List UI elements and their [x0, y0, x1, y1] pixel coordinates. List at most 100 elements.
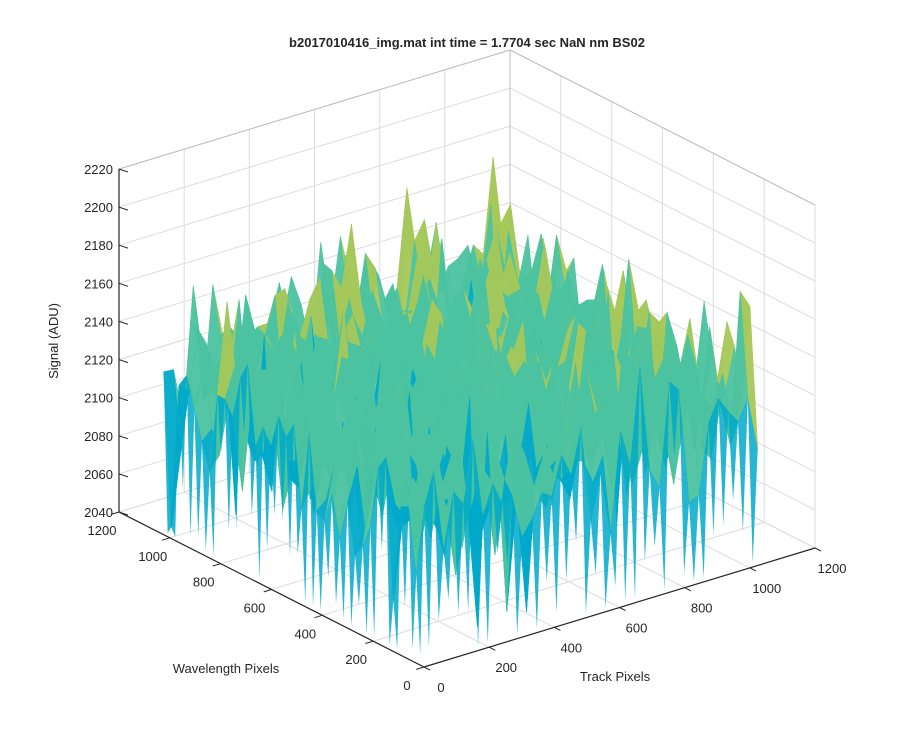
surface-spike [355, 545, 363, 605]
z-tick-mark [118, 397, 129, 402]
surface-spike [689, 495, 699, 582]
y-tick-label: 600 [244, 601, 266, 616]
surface-spike [316, 511, 325, 611]
surface-spike [202, 441, 210, 552]
x-tick-mark [749, 567, 757, 572]
surface-spike [659, 381, 670, 590]
surface-spike [600, 472, 611, 608]
surface-spike [270, 415, 279, 515]
surface-spike [247, 363, 256, 517]
x-tick-mark [619, 607, 626, 612]
surface-spike [255, 426, 264, 580]
surface-spike [393, 506, 401, 650]
surface-spike [590, 472, 601, 575]
surface-spike [473, 437, 483, 647]
y-tick-mark [111, 511, 120, 515]
surface-spike [286, 423, 294, 557]
z-tick-mark [118, 206, 129, 211]
surface-spike [217, 394, 225, 453]
z-tick-label: 2200 [84, 200, 113, 215]
surface-spike [401, 506, 409, 607]
x-tick-label: 800 [691, 601, 713, 616]
y-axis-label: Wavelength Pixels [173, 661, 280, 676]
box-edge [118, 49, 511, 170]
surface-spike [225, 398, 233, 531]
z-tick-label: 2100 [84, 391, 113, 406]
y-tick-mark [416, 666, 425, 670]
surface-spike [332, 493, 340, 605]
surface-spike [453, 491, 464, 613]
surface-spike [541, 492, 552, 582]
surface-spike [718, 397, 729, 526]
x-tick-label: 600 [626, 621, 648, 636]
axes [111, 168, 822, 671]
surface-spike [669, 381, 680, 457]
y-tick-label: 200 [345, 652, 367, 667]
surface-spike [630, 363, 640, 599]
surface-spike [416, 506, 424, 655]
z-tick-label: 2140 [84, 314, 113, 329]
surface-spike [649, 469, 660, 547]
surface-spike [209, 394, 218, 557]
surface-spike [301, 431, 310, 603]
z-axis-label: Signal (ADU) [46, 303, 61, 379]
x-tick-label: 400 [560, 640, 582, 655]
x-tick-mark [488, 646, 496, 651]
z-tick-mark [118, 320, 129, 325]
surface-spike [708, 397, 719, 536]
surface-spike [433, 469, 444, 621]
x-tick-label: 1000 [752, 581, 781, 596]
surface-spike [512, 496, 523, 635]
surface-spike [278, 415, 287, 521]
z-tick-mark [118, 473, 129, 478]
y-tick-label: 800 [193, 575, 215, 590]
surface-spike [738, 398, 748, 532]
z-tick-label: 2080 [84, 429, 113, 444]
z-tick-mark [118, 168, 129, 173]
surface-spike [492, 483, 503, 553]
surface-spike [620, 429, 631, 602]
z-tick-mark [118, 359, 129, 364]
surface-spike [639, 363, 650, 563]
x-tick-mark [684, 587, 692, 592]
surface-spike [561, 454, 572, 581]
z-tick-label: 2120 [84, 353, 113, 368]
surface-spike [378, 457, 386, 550]
surface-mesh [163, 156, 758, 655]
z-tick-label: 2060 [84, 467, 113, 482]
surface-spike [339, 502, 348, 620]
surface-spike [728, 411, 738, 501]
surface-spike [194, 408, 202, 538]
x-tick-mark [814, 547, 822, 552]
y-tick-label: 0 [403, 678, 410, 693]
surface-spike [424, 469, 434, 648]
y-tick-label: 1000 [138, 549, 167, 564]
y-tick-label: 1200 [88, 523, 117, 538]
z-tick-label: 2040 [84, 505, 113, 520]
z-tick-mark [118, 282, 129, 287]
y-tick-label: 400 [294, 626, 316, 641]
x-tick-label: 200 [495, 660, 517, 675]
grid-line [373, 521, 765, 642]
surface-spike [263, 426, 271, 550]
y-tick-mark [365, 640, 374, 644]
surface-spike [309, 431, 317, 607]
y-tick-mark [263, 589, 272, 593]
x-tick-label: 0 [437, 680, 444, 695]
z-tick-label: 2220 [84, 162, 113, 177]
z-tick-label: 2180 [84, 238, 113, 253]
box-edge [509, 49, 816, 206]
surface-spike [186, 375, 195, 537]
surface-spike [293, 423, 302, 555]
surface-spike [171, 385, 179, 537]
surface-spike [571, 426, 581, 542]
surface-spike [747, 398, 758, 564]
surface-spike [324, 493, 333, 578]
surface-spike [463, 437, 474, 612]
surface-spike [482, 483, 493, 644]
z-tick-mark [118, 435, 129, 440]
surface-spike [163, 371, 172, 533]
y-tick-mark [212, 563, 221, 567]
x-tick-label: 1200 [818, 561, 847, 576]
